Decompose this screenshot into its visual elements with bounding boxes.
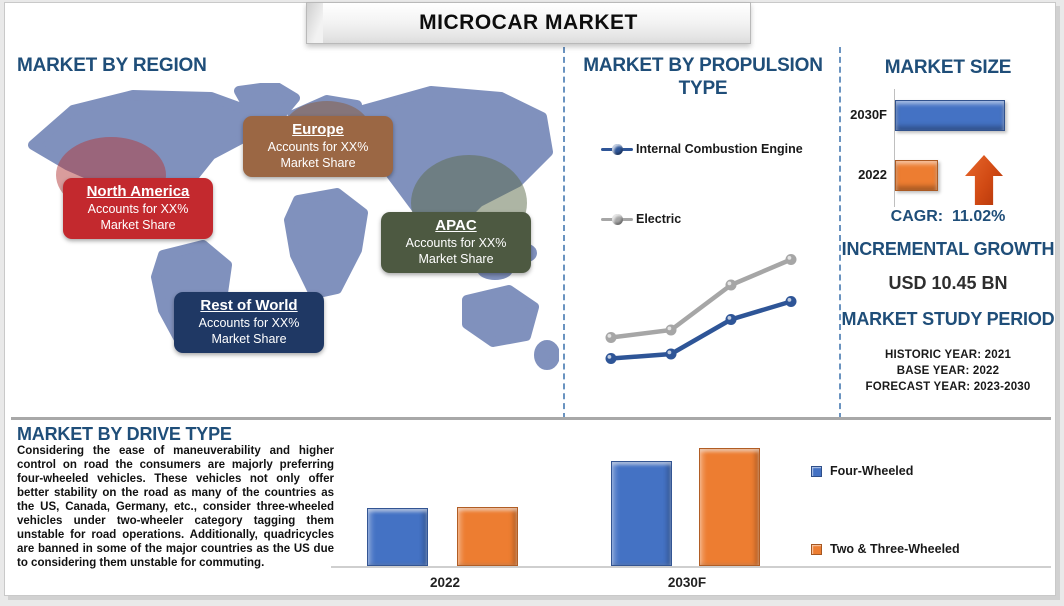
legend-label: Two & Three-Wheeled [830,542,960,556]
bar-2022-two-three-wheeled [457,507,518,566]
region-section-title: MARKET BY REGION [17,55,207,76]
market-size-bar-label: 2030F [850,107,887,122]
drive-type-chart [331,427,1051,568]
legend-item-four-wheeled: Four-Wheeled [811,464,913,478]
vertical-divider [839,47,841,419]
sphere-marker-icon [612,143,623,155]
market-size-bar-2030f [895,100,1005,131]
region-share-line2: Market Share [100,217,176,232]
growth-arrow-icon [965,155,1003,205]
region-share-line1: Accounts for XX% [87,202,189,216]
horizontal-divider [11,417,1051,420]
drive-type-paragraph: Considering the ease of maneuverability … [17,445,334,570]
legend-item-ice: Internal Combustion Engine [601,142,803,156]
cagr-label: CAGR: [890,208,944,225]
page-title: MICROCAR MARKET [419,11,638,34]
market-size-bar-2022 [895,160,938,191]
title-banner: MICROCAR MARKET [306,2,751,44]
region-name: Europe [292,121,344,138]
line-marker-icon [601,143,633,155]
region-card-europe: Europe Accounts for XX% Market Share [243,116,393,178]
bar-2022-four-wheeled [367,508,428,566]
region-name: North America [86,183,190,200]
market-study-period-lines: HISTORIC YEAR: 2021 BASE YEAR: 2022 FORE… [835,347,1061,395]
legend-item-electric: Electric [601,212,681,226]
cagr-row: CAGR: 11.02% [839,208,1057,226]
line-marker-icon [601,213,633,225]
region-share-line1: Accounts for XX% [267,140,369,154]
propulsion-section-title: MARKET BY PROPULSION TYPE [583,55,823,99]
historic-year: HISTORIC YEAR: 2021 [884,349,1012,361]
infographic-sheet: MARKET BY REGION North America Accounts … [4,2,1056,596]
legend-swatch-icon [811,465,822,477]
incremental-growth-title: INCREMENTAL GROWTH [841,239,1055,259]
bar-2030f-four-wheeled [611,460,672,566]
region-share-line1: Accounts for XX% [405,236,507,250]
forecast-year: FORECAST YEAR: 2023-2030 [865,381,1031,393]
region-card-apac: APAC Accounts for XX% Market Share [381,212,531,274]
legend-item-two-three-wheeled: Two & Three-Wheeled [811,542,960,556]
market-study-period-title: MARKET STUDY PERIOD [841,309,1055,329]
base-year: BASE YEAR: 2022 [896,365,1000,377]
vertical-divider [563,47,565,419]
region-share-line2: Market Share [418,251,494,266]
incremental-growth-value: USD 10.45 BN [888,273,1008,293]
legend-label: Electric [636,212,682,226]
region-name: Rest of World [200,297,298,314]
cagr-value: 11.02% [951,208,1006,225]
region-name: APAC [435,217,477,234]
bar-2030f-two-three-wheeled [699,448,760,566]
propulsion-line-chart [605,254,797,364]
x-axis-label-2030f: 2030F [667,575,707,590]
market-size-axis [894,89,895,207]
market-size-bar-label: 2022 [858,167,887,182]
legend-swatch-icon [811,543,822,555]
drive-type-title: MARKET BY DRIVE TYPE [17,424,232,444]
legend-label: Four-Wheeled [830,464,914,478]
x-axis-label-2022: 2022 [429,575,461,590]
market-size-title: MARKET SIZE [884,57,1012,78]
region-card-north-america: North America Accounts for XX% Market Sh… [63,178,213,240]
legend-label: Internal Combustion Engine [636,142,803,156]
region-share-line1: Accounts for XX% [198,316,300,330]
region-card-rest-of-world: Rest of World Accounts for XX% Market Sh… [174,292,324,354]
region-share-line2: Market Share [211,331,287,346]
region-share-line2: Market Share [280,155,356,170]
sphere-marker-icon [612,213,623,225]
